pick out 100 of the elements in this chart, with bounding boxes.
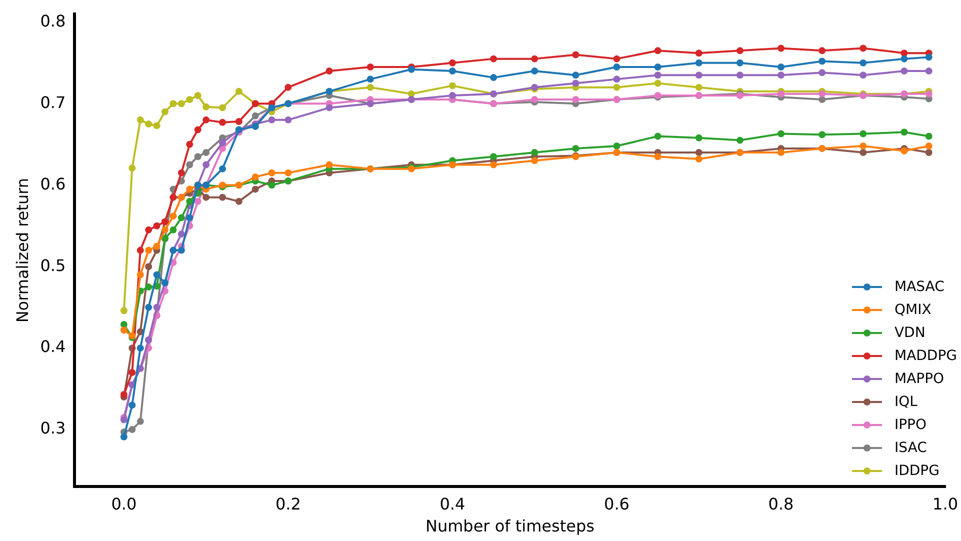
point [136, 271, 144, 278]
point [900, 147, 908, 154]
point [490, 74, 498, 82]
point [778, 44, 785, 52]
point [818, 47, 826, 54]
legend-label: ISAC [894, 440, 927, 456]
point [186, 198, 194, 205]
point [284, 116, 292, 124]
point [613, 55, 620, 62]
point [218, 165, 226, 172]
x-tick-label: 0.8 [768, 494, 794, 514]
point [695, 50, 702, 57]
point [136, 116, 144, 124]
point [366, 84, 374, 91]
point [490, 55, 498, 62]
point [194, 92, 202, 99]
legend-label: MAPPO [894, 370, 944, 386]
point [235, 118, 242, 126]
point [161, 226, 168, 234]
point [136, 418, 144, 425]
point [120, 307, 128, 314]
point [860, 44, 867, 52]
point [490, 161, 498, 168]
point [654, 63, 662, 70]
point [186, 96, 194, 104]
point [268, 116, 276, 124]
point [572, 144, 580, 152]
y-tick-label: 0.6 [40, 174, 66, 194]
point [202, 161, 210, 168]
point [654, 153, 662, 160]
point [153, 242, 160, 250]
point [860, 72, 867, 79]
point [900, 68, 908, 75]
y-tick-label: 0.4 [40, 337, 66, 356]
point [194, 126, 202, 134]
point [572, 72, 580, 79]
point [235, 88, 242, 95]
point [448, 82, 456, 90]
point [145, 120, 152, 128]
point [218, 194, 226, 201]
point [194, 153, 202, 160]
point [153, 122, 160, 130]
point [572, 80, 580, 87]
point [778, 63, 785, 70]
point [572, 96, 580, 104]
legend-label: MASAC [894, 278, 944, 294]
point [860, 149, 867, 156]
point [326, 104, 333, 112]
point [218, 139, 226, 146]
point [695, 156, 702, 163]
x-tick-label: 1.0 [932, 494, 958, 514]
point [178, 246, 185, 254]
point [170, 226, 177, 234]
point [194, 198, 202, 205]
x-tick-label: 0.2 [275, 494, 301, 514]
point [128, 402, 136, 409]
point [120, 320, 128, 328]
point [695, 84, 702, 91]
y-axis-title: Normalized return [12, 178, 32, 323]
point [145, 283, 152, 290]
point [366, 76, 374, 83]
x-tick-label: 0.6 [604, 494, 630, 514]
point [778, 149, 785, 156]
point [186, 161, 194, 168]
point [572, 51, 580, 58]
point [161, 108, 168, 116]
point [145, 226, 152, 234]
point [136, 246, 144, 254]
point [925, 90, 932, 98]
point [818, 90, 826, 98]
point [252, 186, 259, 193]
legend-label: IQL [894, 394, 918, 410]
point [136, 344, 144, 352]
x-tick-label: 0.4 [440, 494, 466, 514]
point [778, 130, 785, 138]
point [613, 63, 620, 70]
point [900, 55, 908, 62]
point [128, 369, 136, 376]
legend-label: MADDPG [894, 348, 957, 364]
point [120, 326, 128, 334]
x-axis-title: Number of timesteps [425, 516, 594, 536]
point [531, 68, 538, 75]
point [153, 222, 160, 230]
point [284, 84, 292, 91]
point [695, 149, 702, 156]
point [186, 186, 194, 193]
point [736, 72, 744, 79]
point [145, 263, 152, 270]
point [695, 59, 702, 66]
point [695, 72, 702, 79]
point [860, 59, 867, 66]
point [326, 161, 333, 168]
point [736, 59, 744, 66]
point [925, 132, 932, 140]
point [860, 142, 867, 150]
point [120, 433, 128, 440]
y-tick-label: 0.7 [40, 92, 66, 112]
x-tick-label: 0.0 [111, 494, 137, 514]
legend-label: IPPO [894, 416, 927, 432]
point [695, 134, 702, 142]
